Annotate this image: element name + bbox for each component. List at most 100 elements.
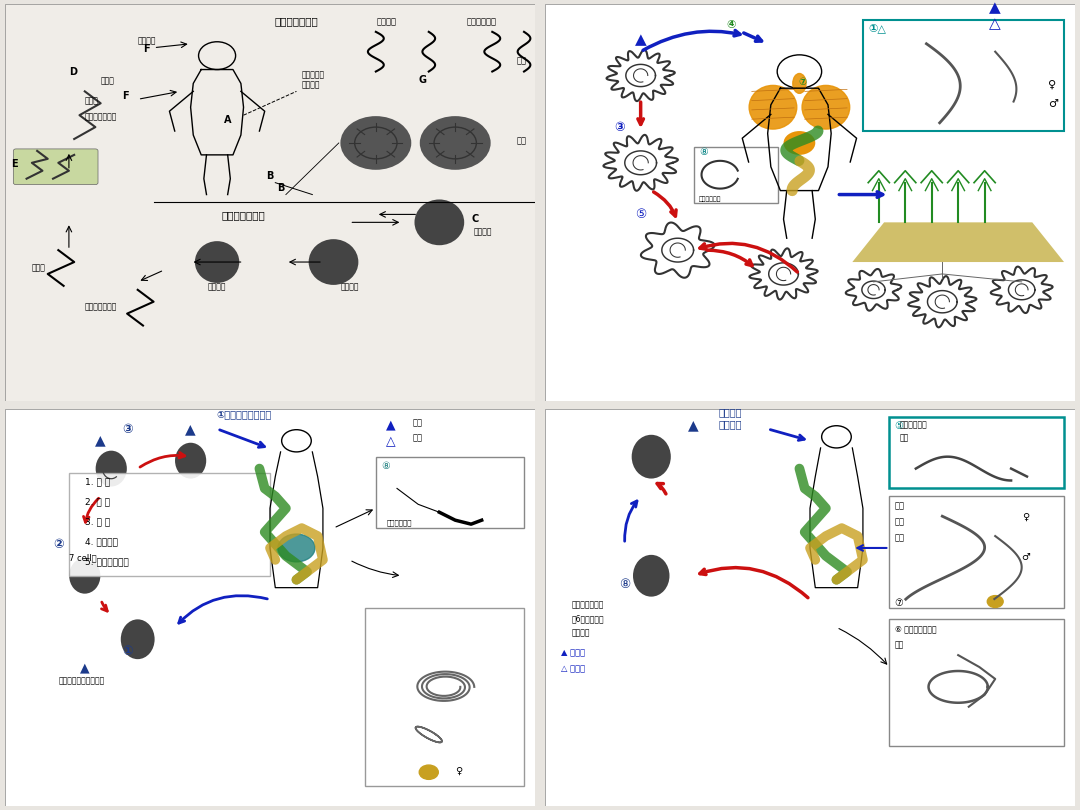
Text: 在人体外的发育: 在人体外的发育 <box>221 211 266 220</box>
Text: ▲: ▲ <box>688 418 699 432</box>
Text: 丝状蚴: 丝状蚴 <box>100 76 114 85</box>
Ellipse shape <box>97 452 125 485</box>
Text: F: F <box>143 44 150 53</box>
Text: C: C <box>471 215 478 224</box>
Text: ♂: ♂ <box>1048 100 1058 109</box>
Text: 3. 便 血: 3. 便 血 <box>85 517 110 526</box>
Circle shape <box>421 117 489 168</box>
Ellipse shape <box>633 436 670 478</box>
FancyBboxPatch shape <box>13 149 98 185</box>
Circle shape <box>278 534 315 562</box>
Text: 孵化: 孵化 <box>900 434 909 443</box>
Text: ①△: ①△ <box>868 23 886 34</box>
Text: G: G <box>418 75 427 85</box>
Text: 2. 腹 泻: 2. 腹 泻 <box>85 497 110 506</box>
Ellipse shape <box>195 242 239 282</box>
Text: 盲肠: 盲肠 <box>894 533 905 542</box>
Text: ⑤: ⑤ <box>894 421 904 431</box>
Ellipse shape <box>122 620 153 658</box>
Text: 经口感染: 经口感染 <box>138 36 157 45</box>
Text: 桑椹胚卵: 桑椹胚卵 <box>340 283 359 292</box>
Circle shape <box>419 765 438 779</box>
Text: B: B <box>276 182 284 193</box>
Text: 经6小时发育为: 经6小时发育为 <box>572 615 605 624</box>
Text: 成虫寄生小肠: 成虫寄生小肠 <box>699 196 721 202</box>
Text: 虫卵在肛门周围: 虫卵在肛门周围 <box>572 600 604 609</box>
Text: ▲: ▲ <box>387 419 396 432</box>
Text: 美州钩虫: 美州钩虫 <box>377 17 396 26</box>
Text: △ 诊断期: △ 诊断期 <box>562 664 585 673</box>
Text: B: B <box>267 171 273 181</box>
Circle shape <box>784 131 815 155</box>
Text: △: △ <box>387 435 396 448</box>
Circle shape <box>987 595 1003 608</box>
Ellipse shape <box>750 85 797 129</box>
Text: ④: ④ <box>726 20 735 30</box>
Bar <box>365 608 524 786</box>
Text: ①虫卵经口进入人体: ①虫卵经口进入人体 <box>216 409 271 419</box>
Ellipse shape <box>176 444 205 478</box>
Text: 被人吞食: 被人吞食 <box>719 419 742 429</box>
Text: A: A <box>224 115 231 125</box>
Text: 成虫寄生于
人体小肠: 成虫寄生于 人体小肠 <box>301 70 325 89</box>
Text: ⑦: ⑦ <box>894 598 904 608</box>
Bar <box>889 417 1064 488</box>
Text: 杆状蚴: 杆状蚴 <box>32 263 45 272</box>
Text: ▲: ▲ <box>635 32 647 47</box>
Ellipse shape <box>793 74 806 93</box>
Text: ♀: ♀ <box>1048 79 1056 89</box>
Text: 感染: 感染 <box>413 418 423 427</box>
Text: ③: ③ <box>122 423 133 436</box>
Ellipse shape <box>802 85 850 129</box>
Text: 排卵: 排卵 <box>894 640 904 649</box>
Text: 感染期卵: 感染期卵 <box>572 629 591 637</box>
Text: ♀: ♀ <box>1022 512 1029 522</box>
Text: ⑦: ⑦ <box>798 78 806 87</box>
Text: D: D <box>69 67 77 78</box>
Text: ②: ② <box>53 538 64 551</box>
Text: 4. 直肠脱出: 4. 直肠脱出 <box>85 537 118 546</box>
Bar <box>376 457 524 528</box>
Text: ①: ① <box>122 645 133 659</box>
Ellipse shape <box>416 201 463 244</box>
Text: ⑤: ⑤ <box>635 208 646 221</box>
Text: 5. 蛲虫混合感染: 5. 蛲虫混合感染 <box>85 556 129 566</box>
Text: ▲: ▲ <box>186 422 195 436</box>
Text: ♂: ♂ <box>1022 552 1030 562</box>
Text: 幼虫在小肠中: 幼虫在小肠中 <box>900 420 928 429</box>
Circle shape <box>341 117 410 168</box>
Text: 诊断: 诊断 <box>413 434 423 443</box>
Text: 幼虫从卵内孵出: 幼虫从卵内孵出 <box>85 303 117 312</box>
Text: 成虫寄生小肠: 成虫寄生小肠 <box>387 519 411 526</box>
Polygon shape <box>852 223 1064 262</box>
Text: △: △ <box>989 16 1001 31</box>
Text: 7 cell期: 7 cell期 <box>69 553 96 562</box>
Text: E: E <box>11 159 17 168</box>
Text: 丝状蚴: 丝状蚴 <box>85 96 98 105</box>
Text: ⑥ 雌虫转移至肛周: ⑥ 雌虫转移至肛周 <box>894 625 936 633</box>
Text: ▲: ▲ <box>95 434 106 448</box>
Text: 口囊: 口囊 <box>516 136 527 145</box>
Text: 体态: 体态 <box>516 57 527 66</box>
Text: ⑧: ⑧ <box>699 147 707 157</box>
Text: ③: ③ <box>615 121 625 134</box>
Text: 随粪便排出至体外的卵: 随粪便排出至体外的卵 <box>58 676 105 685</box>
Text: F: F <box>122 92 129 101</box>
Text: ♀: ♀ <box>456 766 462 776</box>
Text: 四细胞期: 四细胞期 <box>474 228 492 237</box>
Text: 在人体内的发育: 在人体内的发育 <box>274 16 319 26</box>
Text: ⑧: ⑧ <box>619 578 631 590</box>
Text: 十二指肠钩虫: 十二指肠钩虫 <box>467 17 497 26</box>
Ellipse shape <box>634 556 669 595</box>
Bar <box>69 472 270 576</box>
Text: 感染期卵: 感染期卵 <box>719 407 742 417</box>
Bar <box>889 497 1064 608</box>
Bar <box>693 147 779 202</box>
Text: 1. 腹 痛: 1. 腹 痛 <box>85 477 110 487</box>
Ellipse shape <box>70 559 99 593</box>
Text: 生活: 生活 <box>894 517 905 526</box>
Text: 经皮肤侵入人体: 经皮肤侵入人体 <box>85 112 117 122</box>
Text: ▲: ▲ <box>80 661 90 674</box>
Text: ▲ 感染期: ▲ 感染期 <box>562 648 585 657</box>
Bar <box>863 20 1064 131</box>
